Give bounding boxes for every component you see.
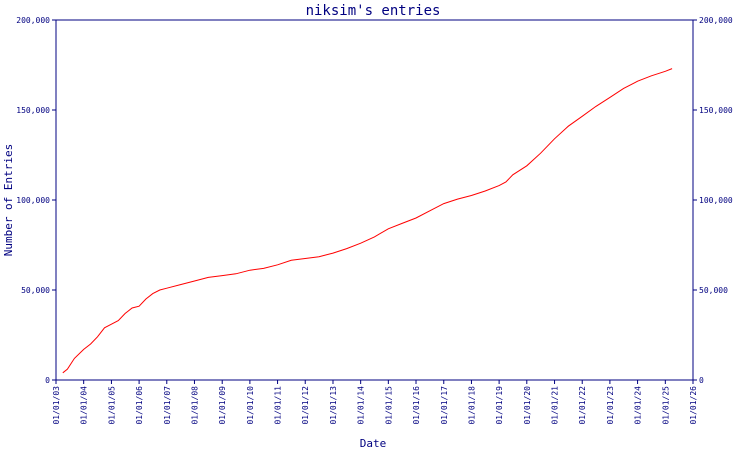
x-tick-label: 01/01/24 <box>634 386 643 425</box>
y-tick-label-left: 150,000 <box>16 106 50 115</box>
x-tick-label: 01/01/11 <box>274 386 283 425</box>
x-tick-label: 01/01/12 <box>301 386 310 425</box>
x-tick-label: 01/01/22 <box>578 386 587 425</box>
y-tick-label-left: 100,000 <box>16 196 50 205</box>
plot-frame <box>55 19 694 381</box>
y-tick-label-left: 50,000 <box>21 286 50 295</box>
y-tick-label-right: 100,000 <box>699 196 733 205</box>
x-tick-label: 01/01/10 <box>246 386 255 425</box>
series-line-0 <box>62 68 673 374</box>
x-tick-label: 01/01/03 <box>52 386 61 425</box>
y-tick-label-left: 200,000 <box>16 16 50 25</box>
y-tick-label-right: 200,000 <box>699 16 733 25</box>
x-tick-label: 01/01/19 <box>495 386 504 425</box>
x-tick-label: 01/01/15 <box>384 386 393 425</box>
x-tick-label: 01/01/09 <box>218 386 227 425</box>
y-tick-label-right: 0 <box>699 376 704 385</box>
plot-border <box>55 19 694 381</box>
series-layer <box>62 68 673 374</box>
x-tick-label: 01/01/20 <box>523 386 532 425</box>
x-axis-label: Date <box>360 437 387 450</box>
x-tick-label: 01/01/17 <box>440 386 449 425</box>
y-tick-label-right: 150,000 <box>699 106 733 115</box>
y-tick-label-left: 0 <box>45 376 50 385</box>
x-tick-label: 01/01/04 <box>80 386 89 425</box>
x-tick-label: 01/01/23 <box>606 386 615 425</box>
chart-title: niksim's entries <box>306 3 441 19</box>
x-tick-label: 01/01/18 <box>467 386 476 425</box>
x-tick-label: 01/01/13 <box>329 386 338 425</box>
x-tick-label: 01/01/26 <box>689 386 698 425</box>
x-tick-label: 01/01/14 <box>357 386 366 425</box>
x-tick-label: 01/01/07 <box>163 386 172 425</box>
x-tick-label: 01/01/16 <box>412 386 421 425</box>
x-tick-label: 01/01/05 <box>107 386 116 425</box>
x-tick-label: 01/01/06 <box>135 386 144 425</box>
x-tick-label: 01/01/21 <box>551 386 560 425</box>
x-tick-label: 01/01/25 <box>661 386 670 425</box>
x-tick-label: 01/01/08 <box>190 386 199 425</box>
x-axis: 01/01/03 01/01/04 01/01/05 01/01/06 01/01/07… <box>52 380 698 425</box>
y-axis-right: 0 50,000 100,000 150,000 200,000 <box>693 16 733 385</box>
y-axis-left: 0 50,000 100,000 150,000 200,000 <box>16 16 56 385</box>
y-axis-label: Number of Entries <box>2 144 15 257</box>
y-tick-label-right: 50,000 <box>699 286 728 295</box>
